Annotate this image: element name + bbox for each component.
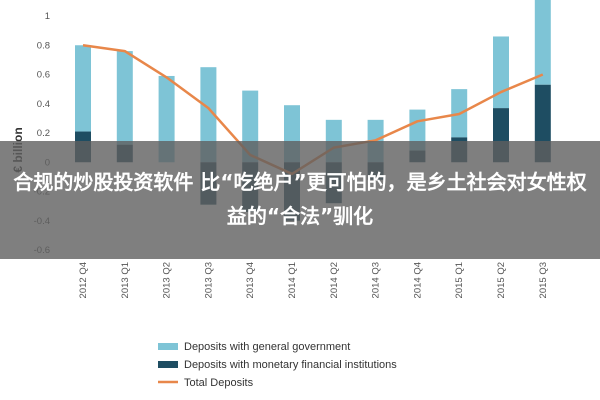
- legend-swatch-monetary-financial-institutions: [158, 361, 178, 368]
- caption-text: 合规的炒股投资软件 比“吃绝户”更可怕的，是乡土社会对女性权益的“合法”驯化: [13, 170, 587, 228]
- x-tick-label: 2013 Q3: [203, 262, 214, 298]
- bar-general-government-2013-q3: [200, 67, 217, 163]
- y-tick-label: 1: [45, 11, 50, 22]
- bar-general-government-2013-q2: [158, 75, 175, 163]
- x-axis-ticks: 2012 Q4 2013 Q1 2013 Q2 2013 Q3 2013 Q4 2014 …: [78, 262, 549, 298]
- x-tick-label: 2013 Q2: [162, 262, 173, 298]
- y-tick-label: 0.6: [37, 70, 50, 81]
- bar-general-government-2013-q1: [116, 51, 133, 145]
- x-tick-label: 2014 Q3: [371, 262, 382, 298]
- legend-label-general-government: Deposits with general government: [184, 341, 350, 353]
- x-tick-label: 2013 Q4: [245, 262, 256, 298]
- bar-general-government-2015-q3: [534, 0, 551, 85]
- x-tick-label: 2014 Q1: [287, 262, 298, 298]
- x-tick-label: 2014 Q4: [412, 262, 423, 298]
- x-tick-label: 2015 Q1: [454, 262, 465, 298]
- y-tick-label: 0.4: [37, 99, 50, 110]
- y-tick-label: 0.2: [37, 128, 50, 139]
- x-tick-label: 2015 Q3: [538, 262, 549, 298]
- legend: Deposits with general government Deposit…: [158, 341, 397, 389]
- caption-banner: 合规的炒股投资软件 比“吃绝户”更可怕的，是乡土社会对女性权益的“合法”驯化: [0, 141, 600, 259]
- bar-general-government-2012-q4: [75, 45, 91, 132]
- legend-swatch-general-government: [158, 343, 178, 350]
- bar-general-government-2015-q2: [493, 36, 509, 109]
- y-tick-label: 0.8: [37, 40, 50, 51]
- x-tick-label: 2013 Q1: [120, 262, 131, 298]
- legend-label-total-deposits: Total Deposits: [184, 377, 254, 389]
- x-tick-label: 2015 Q2: [496, 262, 507, 298]
- x-tick-label: 2012 Q4: [78, 262, 89, 298]
- legend-label-monetary-financial-institutions: Deposits with monetary financial institu…: [184, 359, 397, 371]
- x-tick-label: 2014 Q2: [329, 262, 340, 298]
